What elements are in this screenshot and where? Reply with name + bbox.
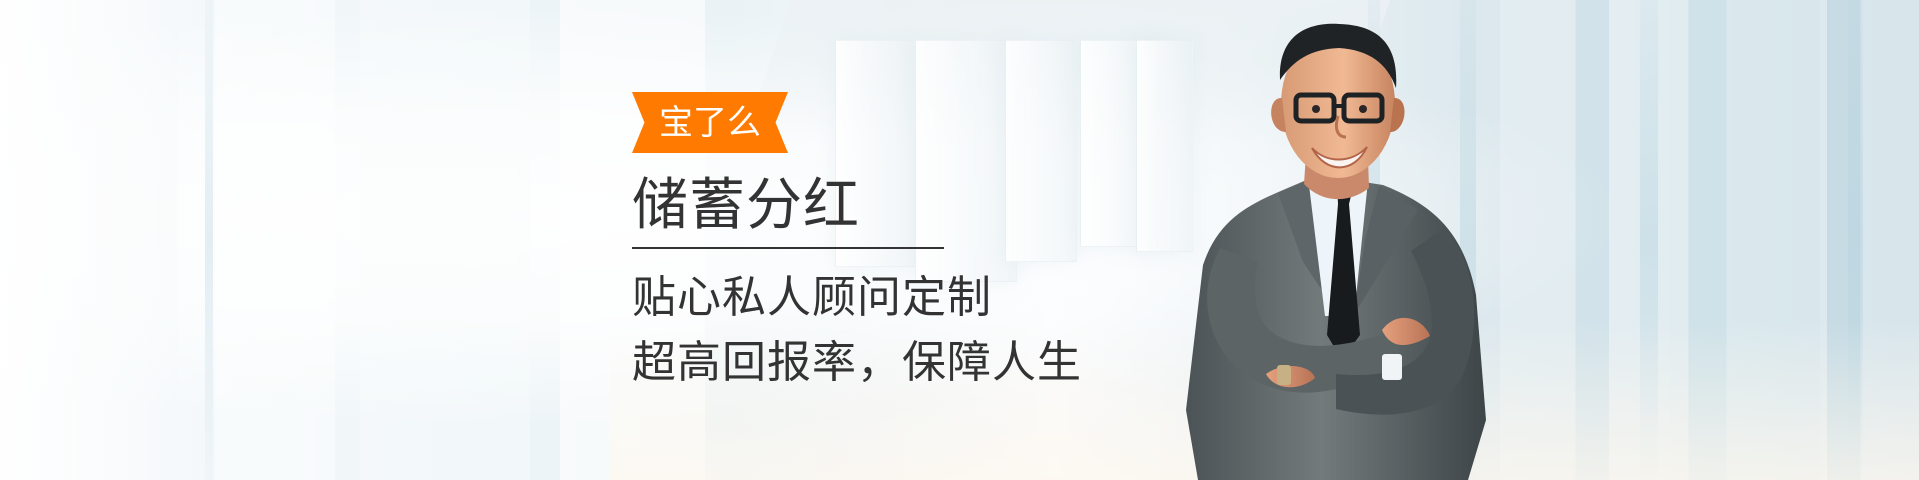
- right-eye: [1359, 105, 1367, 113]
- window-panel: [360, 0, 530, 480]
- brand-label: 宝了么: [659, 102, 761, 143]
- subline-custom-advisor: 贴心私人顾问定制: [632, 272, 992, 323]
- left-eye: [1312, 105, 1320, 113]
- business-man-illustration: [1186, 23, 1486, 480]
- hallway-door: [835, 40, 915, 267]
- business-man-image: [1158, 0, 1508, 480]
- nose: [1334, 115, 1347, 139]
- right-lapel: [1354, 186, 1418, 315]
- left-window-panel: [0, 0, 178, 480]
- right-ear: [1390, 97, 1405, 132]
- watch: [1277, 365, 1291, 385]
- right-arm: [1336, 228, 1475, 415]
- shirt-cuff: [1382, 354, 1402, 380]
- right-hand: [1382, 317, 1430, 346]
- left-ear: [1271, 97, 1286, 132]
- window-frame: [205, 0, 213, 480]
- hero-copy: 宝了么 储蓄分红 贴心私人顾问定制 超高回报率，保障人生: [632, 92, 1152, 402]
- hair: [1279, 23, 1397, 88]
- left-arm: [1207, 248, 1399, 393]
- headline: 储蓄分红: [632, 173, 860, 238]
- tie: [1327, 184, 1360, 360]
- hallway-door: [1136, 40, 1193, 252]
- window-panel: [215, 0, 335, 480]
- subline-high-return: 超高回报率，保障人生: [632, 337, 1082, 388]
- smile: [1311, 146, 1368, 169]
- brand-ribbon: 宝了么: [632, 92, 788, 153]
- hallway-door: [1005, 40, 1077, 262]
- headline-divider: [632, 247, 944, 249]
